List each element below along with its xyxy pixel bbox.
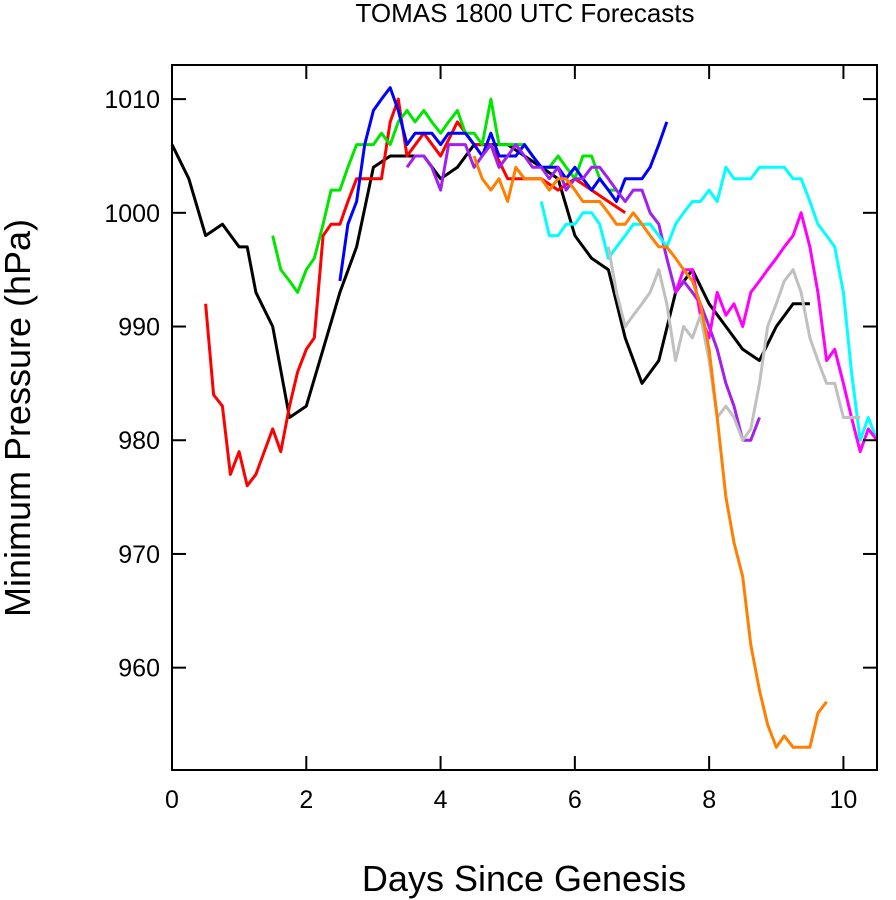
series-line-7 <box>674 211 879 454</box>
y-tick-label: 990 <box>118 314 160 342</box>
x-tick-label: 10 <box>830 786 858 814</box>
plot-frame <box>171 64 878 771</box>
y-tick-label: 1000 <box>104 200 160 228</box>
x-tick-label: 6 <box>568 786 582 814</box>
y-tick-label: 960 <box>118 655 160 683</box>
y-axis-title: Minimum Pressure (hPa) <box>0 219 38 617</box>
series-line-4 <box>338 86 669 282</box>
series-line-5 <box>405 143 761 442</box>
y-tick-label: 970 <box>118 541 160 569</box>
series-line-3 <box>271 97 617 294</box>
y-tick-label: 1010 <box>104 86 160 114</box>
x-tick-label: 0 <box>165 786 179 814</box>
x-tick-label: 8 <box>702 786 716 814</box>
y-tick-label: 980 <box>118 427 160 455</box>
x-tick-label: 4 <box>434 786 448 814</box>
x-tick-label: 2 <box>299 786 313 814</box>
series-line-8 <box>606 246 861 442</box>
series-line-1 <box>170 143 810 419</box>
tick-layer: 0 2 4 6 8 10 960 970 980 990 1000 1010 <box>104 65 877 814</box>
chart-title: TOMAS 1800 UTC Forecasts <box>355 0 694 28</box>
series-line-9 <box>472 155 828 749</box>
series-layer <box>170 86 879 749</box>
series-line-6 <box>539 165 879 442</box>
x-axis-title: Days Since Genesis <box>362 858 686 899</box>
